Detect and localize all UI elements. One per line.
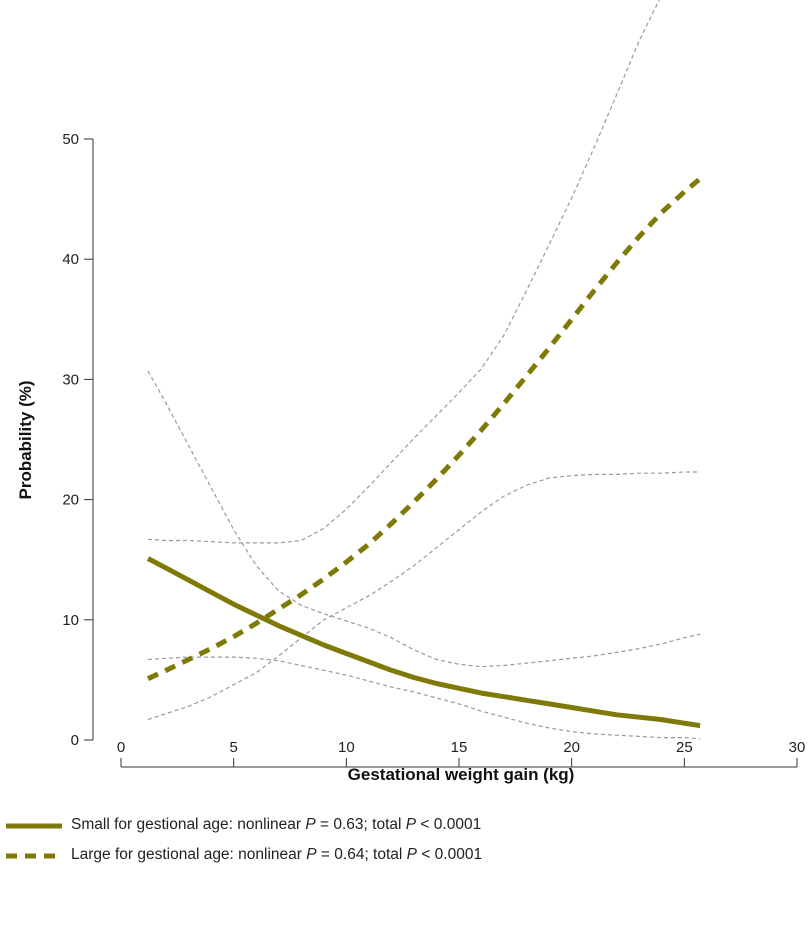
- legend-label-text: Small for gestional age: nonlinear: [71, 816, 302, 833]
- y-axis-title: Probability (%): [16, 380, 35, 499]
- legend-swatch-dashed: [6, 853, 62, 859]
- legend-label-text: Large for gestional age: nonlinear: [71, 846, 302, 863]
- axes: 0 10 20 30 40 50 0 5 10 15 20 25 30: [62, 131, 806, 768]
- confidence-interval-lines: [147, 0, 701, 740]
- x-tick-label: 10: [338, 739, 355, 756]
- y-tick-label: 20: [62, 492, 79, 509]
- nonlinear-p-value: = 0.64; total: [316, 846, 407, 863]
- legend: Small for gestional age: nonlinear P = 0…: [0, 812, 810, 872]
- x-axis-title: Gestational weight gain (kg): [348, 765, 575, 784]
- p-symbol: P: [305, 816, 316, 833]
- chart: 0 10 20 30 40 50 0 5 10 15 20 25 30 Gestational weig…: [16, 0, 806, 784]
- legend-label-small: Small for gestional age: nonlinear P = 0…: [71, 816, 481, 834]
- legend-label-large: Large for gestional age: nonlinear P = 0…: [71, 846, 482, 864]
- nonlinear-p-value: = 0.63; total: [315, 816, 406, 833]
- series-lines: [146, 176, 702, 729]
- ci-line-small-lower: [147, 656, 701, 740]
- y-tick-label: 10: [62, 612, 79, 629]
- x-tick-label: 0: [117, 739, 125, 756]
- ci-line-large-lower: [147, 471, 701, 721]
- y-tick-label: 50: [62, 131, 79, 148]
- ci-line-large-upper: [147, 0, 660, 544]
- series-line-large: [146, 176, 702, 681]
- p-symbol: P: [405, 816, 417, 833]
- y-tick-label: 30: [62, 371, 79, 388]
- series-line-small: [146, 556, 701, 729]
- y-tick-label: 0: [71, 732, 79, 749]
- x-tick-label: 15: [451, 739, 468, 756]
- p-symbol: P: [306, 846, 317, 863]
- legend-item-small: Small for gestional age: nonlinear P = 0…: [0, 812, 810, 842]
- ci-line-small-upper: [147, 370, 701, 668]
- x-tick-label: 30: [789, 739, 806, 756]
- legend-swatch-solid: [6, 823, 62, 829]
- legend-item-large: Large for gestional age: nonlinear P = 0…: [0, 842, 810, 872]
- p-symbol: P: [406, 846, 418, 863]
- total-p-value: < 0.0001: [416, 816, 482, 833]
- y-tick-label: 40: [62, 251, 79, 268]
- x-tick-label: 25: [676, 739, 693, 756]
- x-tick-label: 20: [563, 739, 580, 756]
- total-p-value: < 0.0001: [417, 846, 483, 863]
- x-tick-label: 5: [229, 739, 237, 756]
